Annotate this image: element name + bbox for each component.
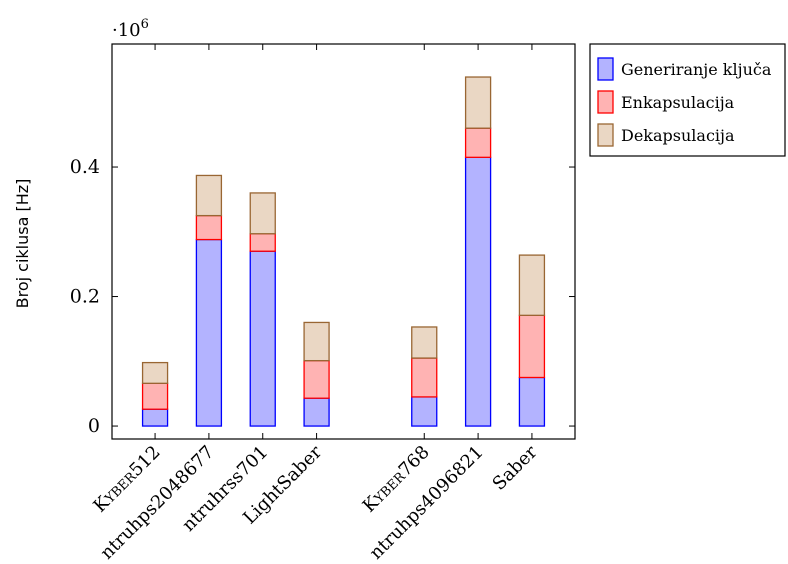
- legend-swatch: [597, 123, 614, 147]
- bar-segment-lightsaber-series-1: [303, 397, 330, 427]
- bar-segment-ntruhps2048677-series-1: [195, 238, 223, 427]
- legend-swatch: [597, 90, 614, 114]
- bar-segment-ntruhps4096821-series-1: [464, 156, 492, 427]
- y-tick-label: 0.2: [70, 286, 100, 308]
- y-multiplier-base: ·10: [112, 20, 141, 41]
- y-ticks: 0 0.2 0.4: [70, 156, 575, 437]
- y-tick-label: 0.4: [70, 156, 100, 178]
- bar-segment-saber-series-1: [518, 376, 546, 427]
- bar-segment-ntruhps2048677-series-3: [195, 174, 223, 217]
- legend-label: Enkapsulacija: [621, 93, 735, 112]
- y-multiplier-exponent: 6: [141, 17, 149, 32]
- bar-segment-ntruhps4096821-series-3: [464, 76, 492, 129]
- bar-segment-kyber512-series-2: [141, 382, 169, 410]
- legend-swatch: [597, 57, 614, 81]
- bar-segment-saber-series-2: [518, 314, 546, 379]
- y-tick-label: 0: [88, 415, 100, 437]
- x-tick-label: Saber: [489, 441, 542, 494]
- bar-segment-ntruhps4096821-series-2: [464, 127, 492, 158]
- bar-segment-kyber768-series-3: [411, 326, 438, 359]
- bar-segment-ntruhrss701-series-3: [249, 192, 276, 235]
- legend-label: Generiranje ključa: [621, 60, 772, 79]
- bar-segment-kyber768-series-1: [411, 396, 438, 427]
- bar-segment-lightsaber-series-3: [303, 321, 330, 362]
- bar-segment-saber-series-3: [518, 254, 546, 316]
- y-axis-label: Broj ciklusa [Hz]: [13, 179, 32, 309]
- legend: Generiranje ključa Enkapsulacija Dekapsula…: [589, 43, 786, 157]
- bar-segment-kyber768-series-2: [411, 357, 438, 398]
- bar-segment-ntruhrss701-series-2: [249, 233, 276, 252]
- bars-group: [141, 76, 546, 427]
- bar-segment-kyber512-series-1: [141, 408, 169, 427]
- plot-frame: [111, 43, 576, 440]
- legend-label: Dekapsulacija: [621, 126, 735, 145]
- legend-frame: [589, 43, 786, 157]
- bar-segment-lightsaber-series-2: [303, 359, 330, 399]
- bar-segment-kyber512-series-3: [141, 361, 169, 384]
- y-axis-multiplier: ·106: [112, 17, 149, 41]
- bar-segment-ntruhps2048677-series-2: [195, 214, 223, 241]
- bar-segment-ntruhrss701-series-1: [249, 250, 276, 427]
